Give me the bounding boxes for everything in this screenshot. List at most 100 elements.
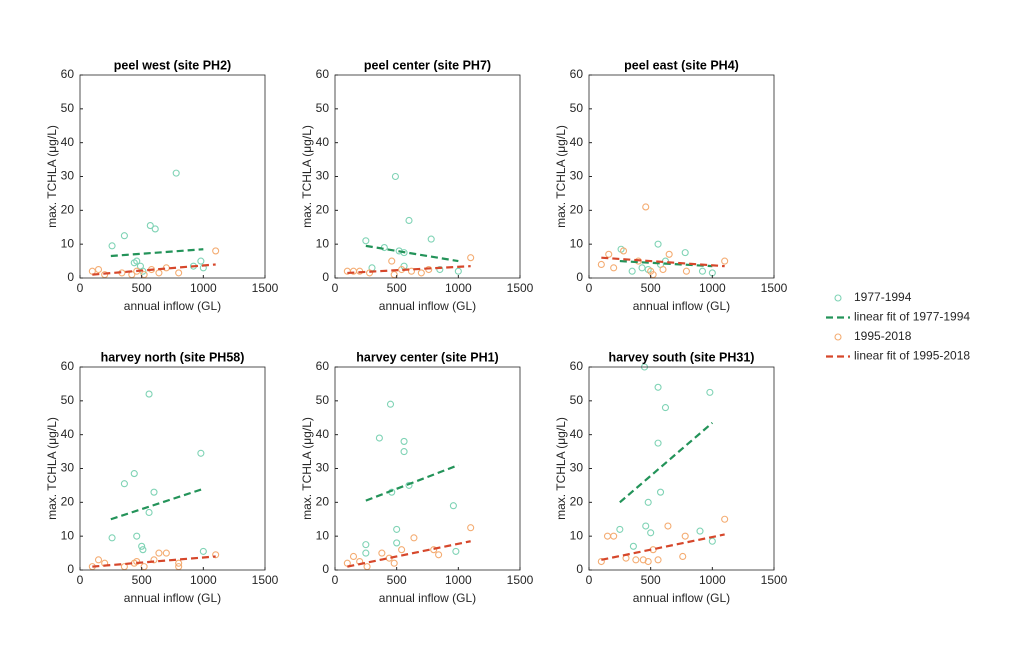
y-tick-label: 20 <box>570 203 584 217</box>
data-point <box>405 481 413 489</box>
y-tick-label: 40 <box>570 427 584 441</box>
data-point <box>393 539 401 547</box>
y-tick-label: 20 <box>61 495 75 509</box>
y-tick-label: 20 <box>570 495 584 509</box>
x-tick-label: 1500 <box>252 281 279 295</box>
y-tick-label: 60 <box>316 359 330 373</box>
y-axis-label: max. TCHLA (μg/L) <box>45 417 59 520</box>
data-point <box>94 265 103 274</box>
y-axis-label: max. TCHLA (μg/L) <box>45 125 59 228</box>
fit-line <box>92 555 216 568</box>
data-point <box>155 549 163 557</box>
fit-line <box>601 533 725 561</box>
data-point <box>644 498 652 506</box>
x-tick-label: 1500 <box>761 573 788 587</box>
data-point <box>398 546 406 554</box>
data-point <box>162 549 170 557</box>
data-point <box>386 400 395 408</box>
data-point <box>696 527 704 535</box>
y-axis-label: max. TCHLA (μg/L) <box>300 417 314 520</box>
y-tick-label: 30 <box>570 461 584 475</box>
data-point <box>362 549 370 557</box>
y-tick-label: 30 <box>61 169 75 183</box>
data-point <box>375 434 383 442</box>
x-tick-label: 0 <box>77 573 84 587</box>
data-point <box>400 448 408 456</box>
data-point <box>212 551 220 559</box>
x-axis-label: annual inflow (GL) <box>124 591 221 605</box>
data-point <box>721 257 729 265</box>
x-tick-label: 1000 <box>190 281 217 295</box>
y-tick-label: 40 <box>316 135 330 149</box>
data-point <box>654 383 662 391</box>
data-point <box>721 515 729 523</box>
data-point <box>654 556 662 564</box>
data-point <box>199 547 207 555</box>
data-point <box>212 247 220 255</box>
y-tick-label: 60 <box>570 67 584 81</box>
data-point <box>597 260 605 269</box>
data-point <box>417 269 425 277</box>
data-point <box>407 267 416 275</box>
data-point <box>656 488 665 496</box>
data-point <box>698 267 707 275</box>
x-tick-label: 1000 <box>699 573 726 587</box>
data-point <box>400 437 408 445</box>
y-tick-label: 0 <box>322 270 329 284</box>
y-tick-label: 50 <box>61 393 75 407</box>
y-tick-label: 30 <box>316 461 330 475</box>
data-point <box>435 551 443 559</box>
y-axis-label: max. TCHLA (μg/L) <box>554 417 568 520</box>
fit-line <box>92 263 216 276</box>
x-axis-label: annual inflow (GL) <box>633 299 730 313</box>
x-axis-label: annual inflow (GL) <box>379 591 476 605</box>
data-point <box>610 532 618 540</box>
data-point <box>146 222 154 230</box>
data-point <box>430 546 438 554</box>
y-tick-label: 20 <box>61 203 75 217</box>
data-point <box>436 265 444 274</box>
legend-label: linear fit of 1995-2018 <box>854 349 970 363</box>
chart-title: peel center (site PH7) <box>364 58 491 72</box>
data-point <box>151 225 159 233</box>
x-tick-label: 1500 <box>252 573 279 587</box>
fit-line <box>365 464 459 502</box>
data-point <box>133 257 141 265</box>
plot-area <box>589 367 774 570</box>
x-tick-label: 1500 <box>507 573 534 587</box>
data-point <box>610 264 618 272</box>
y-tick-label: 10 <box>316 528 330 542</box>
x-axis-label: annual inflow (GL) <box>124 299 221 313</box>
data-point <box>145 508 153 517</box>
plot-area <box>335 367 520 570</box>
data-point <box>108 242 116 250</box>
x-tick-label: 1500 <box>507 281 534 295</box>
y-tick-label: 50 <box>61 101 75 115</box>
y-tick-label: 60 <box>61 67 75 81</box>
y-tick-label: 30 <box>570 169 584 183</box>
data-point <box>427 235 435 243</box>
x-tick-label: 1000 <box>190 573 217 587</box>
x-axis-label: annual inflow (GL) <box>379 299 476 313</box>
data-point <box>449 502 457 510</box>
legend-swatch <box>834 294 842 302</box>
y-tick-label: 40 <box>570 135 584 149</box>
x-tick-label: 0 <box>586 281 593 295</box>
x-tick-label: 1000 <box>445 573 472 587</box>
y-tick-label: 50 <box>570 101 584 115</box>
x-axis-label: annual inflow (GL) <box>633 591 730 605</box>
data-point <box>175 559 183 567</box>
data-point <box>642 203 650 211</box>
fit-line <box>110 487 204 521</box>
data-point <box>681 249 689 257</box>
x-tick-label: 500 <box>132 573 152 587</box>
fit-line <box>619 421 714 504</box>
data-point <box>654 240 662 248</box>
y-tick-label: 50 <box>316 101 330 115</box>
data-point <box>639 556 647 564</box>
fit-line <box>110 248 204 258</box>
data-point <box>467 254 475 262</box>
chart-title: peel west (site PH2) <box>114 58 231 72</box>
x-tick-label: 0 <box>332 281 339 295</box>
